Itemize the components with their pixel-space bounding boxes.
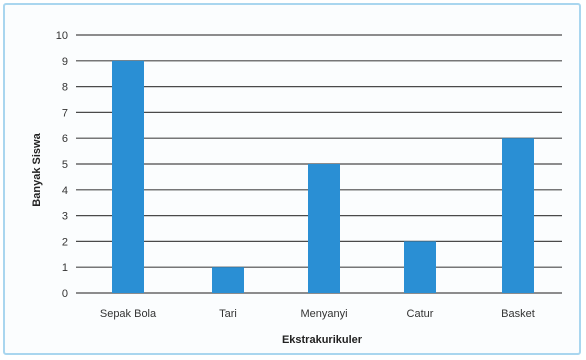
y-tick-label: 1 bbox=[62, 262, 68, 274]
x-tick-label: Catur bbox=[407, 308, 434, 320]
y-axis-title: Banyak Siswa bbox=[31, 132, 43, 206]
grid-lines bbox=[76, 34, 562, 294]
bars bbox=[112, 60, 534, 293]
x-axis-title: Ekstrakurikuler bbox=[282, 334, 363, 346]
y-tick-labels: 0 1 2 3 4 5 6 7 8 9 10 bbox=[56, 30, 68, 300]
x-tick-labels: Sepak Bola Tari Menyanyi Catur Basket bbox=[100, 308, 535, 320]
x-tick-label: Basket bbox=[501, 308, 535, 320]
y-tick-label: 2 bbox=[62, 236, 68, 248]
y-tick-label: 5 bbox=[62, 159, 68, 171]
bar-basket bbox=[502, 138, 534, 293]
y-tick-label: 0 bbox=[62, 288, 68, 300]
y-tick-label: 8 bbox=[62, 82, 68, 94]
bar-catur bbox=[404, 241, 436, 293]
y-tick-label: 10 bbox=[56, 30, 68, 42]
y-tick-label: 4 bbox=[62, 185, 68, 197]
y-tick-label: 6 bbox=[62, 133, 68, 145]
bar-sepak-bola bbox=[112, 60, 144, 293]
x-tick-label: Sepak Bola bbox=[100, 308, 157, 320]
bar-tari bbox=[212, 267, 244, 293]
y-tick-label: 3 bbox=[62, 211, 68, 223]
bar-menyanyi bbox=[308, 164, 340, 293]
x-tick-label: Tari bbox=[219, 308, 237, 320]
chart-frame bbox=[3, 3, 581, 355]
x-tick-label: Menyanyi bbox=[300, 308, 347, 320]
y-tick-label: 7 bbox=[62, 107, 68, 119]
y-tick-label: 9 bbox=[62, 56, 68, 68]
